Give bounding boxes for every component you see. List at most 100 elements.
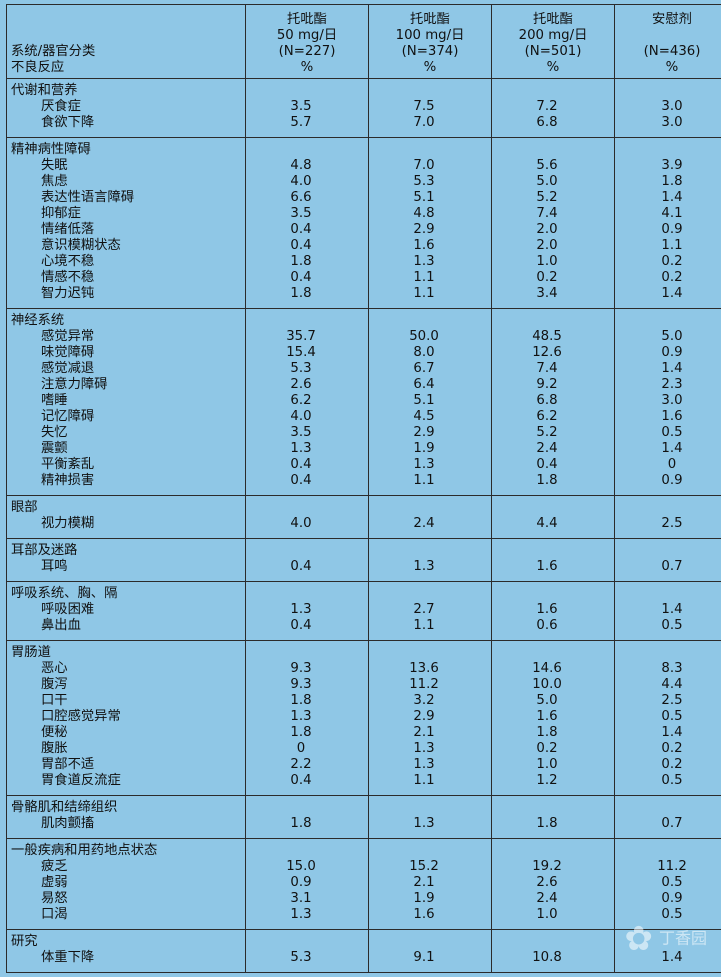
percent-cell: 5.3 (368, 174, 492, 190)
adverse-event-term: 腹泻 (6, 677, 246, 693)
percent-cell: 12.6 (491, 345, 615, 361)
percent-cell: 2.1 (368, 875, 492, 891)
percent-cell: 2.2 (245, 757, 369, 773)
adverse-event-term: 焦虑 (6, 174, 246, 190)
percent-cell: 0.4 (245, 559, 369, 582)
percent-cell: 1.6 (368, 907, 492, 930)
percent-cell: 1.8 (245, 725, 369, 741)
empty-cell (614, 838, 721, 859)
percent-cell: 6.8 (491, 393, 615, 409)
adverse-event-term: 注意力障碍 (6, 377, 246, 393)
table-row: 表达性语言障碍 6.6 5.1 5.2 1.4 (6, 190, 721, 206)
table-row: 失忆 3.5 2.9 5.2 0.5 (6, 425, 721, 441)
category-row: 代谢和营养 (6, 78, 721, 99)
table-row: 恶心 9.3 13.6 14.6 8.3 (6, 661, 721, 677)
percent-cell: 48.5 (491, 329, 615, 345)
percent-cell: 4.4 (491, 516, 615, 539)
percent-cell: 5.0 (491, 693, 615, 709)
adverse-event-term: 表达性语言障碍 (6, 190, 246, 206)
percent-cell: 0.4 (245, 473, 369, 496)
percent-cell: 0.2 (614, 741, 721, 757)
percent-cell: 2.4 (491, 891, 615, 907)
percent-cell: 1.8 (245, 254, 369, 270)
table-row: 失眠 4.8 7.0 5.6 3.9 (6, 158, 721, 174)
category-row: 精神病性障碍 (6, 137, 721, 158)
percent-cell: 3.5 (245, 425, 369, 441)
header-dose (615, 28, 721, 44)
adverse-event-term: 感觉异常 (6, 329, 246, 345)
percent-cell: 9.3 (245, 661, 369, 677)
percent-cell: 0.7 (614, 559, 721, 582)
percent-cell: 0.5 (614, 709, 721, 725)
percent-cell: 0 (614, 457, 721, 473)
percent-cell: 0.5 (614, 618, 721, 641)
header-col-topiramate-200: 托吡酯 200 mg/日 (N=501) % (491, 4, 615, 79)
percent-cell: 0.5 (614, 875, 721, 891)
adverse-event-term: 耳鸣 (6, 559, 246, 582)
percent-cell: 3.9 (614, 158, 721, 174)
adverse-event-term: 视力模糊 (6, 516, 246, 539)
header-unit: % (300, 60, 314, 75)
empty-cell (245, 78, 369, 99)
percent-cell: 4.0 (245, 409, 369, 425)
percent-cell: 5.0 (614, 329, 721, 345)
percent-cell: 10.0 (491, 677, 615, 693)
percent-cell: 1.2 (491, 773, 615, 796)
percent-cell: 1.3 (245, 907, 369, 930)
percent-cell: 4.0 (245, 174, 369, 190)
percent-cell: 6.4 (368, 377, 492, 393)
percent-cell: 2.3 (614, 377, 721, 393)
header-drug: 安慰剂 (652, 12, 692, 27)
percent-cell: 1.3 (368, 757, 492, 773)
table-row: 耳鸣 0.4 1.3 1.6 0.7 (6, 559, 721, 582)
percent-cell: 4.0 (245, 516, 369, 539)
percent-cell: 1.0 (491, 254, 615, 270)
percent-cell: 6.2 (491, 409, 615, 425)
percent-cell: 15.4 (245, 345, 369, 361)
percent-cell: 1.3 (368, 741, 492, 757)
category-name: 呼吸系统、胸、隔 (6, 581, 246, 602)
adverse-event-term: 失眠 (6, 158, 246, 174)
table-body: 代谢和营养 厌食症 3.5 7.5 7.2 3.0 食欲下降 5.7 7.0 6.8 3.0 精神病性… (6, 78, 721, 973)
adverse-event-term: 胃部不适 (6, 757, 246, 773)
percent-cell: 0.2 (491, 741, 615, 757)
percent-cell: 6.2 (245, 393, 369, 409)
percent-cell: 8.3 (614, 661, 721, 677)
category-row: 胃肠道 (6, 640, 721, 661)
adverse-event-term: 口渴 (6, 907, 246, 930)
empty-cell (491, 78, 615, 99)
percent-cell: 3.0 (614, 115, 721, 138)
table-row: 易怒 3.1 1.9 2.4 0.9 (6, 891, 721, 907)
percent-cell: 4.5 (368, 409, 492, 425)
header-col-placebo: 安慰剂 (N=436) % (614, 4, 721, 79)
adverse-event-term: 智力迟钝 (6, 286, 246, 309)
percent-cell: 1.6 (368, 238, 492, 254)
header-n: (N=501) (524, 44, 582, 59)
empty-cell (368, 78, 492, 99)
adverse-event-term: 情绪低落 (6, 222, 246, 238)
adverse-event-term: 意识模糊状态 (6, 238, 246, 254)
percent-cell: 1.4 (614, 950, 721, 973)
percent-cell: 6.8 (491, 115, 615, 138)
percent-cell: 3.5 (245, 206, 369, 222)
percent-cell: 3.1 (245, 891, 369, 907)
table-row: 虚弱 0.9 2.1 2.6 0.5 (6, 875, 721, 891)
empty-cell (491, 929, 615, 950)
empty-cell (368, 795, 492, 816)
category-row: 神经系统 (6, 308, 721, 329)
table-row: 记忆障碍 4.0 4.5 6.2 1.6 (6, 409, 721, 425)
percent-cell: 1.6 (614, 409, 721, 425)
percent-cell: 2.6 (491, 875, 615, 891)
table-row: 腹泻 9.3 11.2 10.0 4.4 (6, 677, 721, 693)
percent-cell: 1.4 (614, 190, 721, 206)
percent-cell: 15.2 (368, 859, 492, 875)
percent-cell: 1.1 (368, 773, 492, 796)
percent-cell: 5.2 (491, 190, 615, 206)
adverse-event-term: 厌食症 (6, 99, 246, 115)
percent-cell: 1.9 (368, 441, 492, 457)
adverse-event-term: 易怒 (6, 891, 246, 907)
table-row: 感觉异常 35.7 50.0 48.5 5.0 (6, 329, 721, 345)
percent-cell: 2.5 (614, 516, 721, 539)
percent-cell: 0.4 (245, 270, 369, 286)
percent-cell: 1.3 (245, 709, 369, 725)
